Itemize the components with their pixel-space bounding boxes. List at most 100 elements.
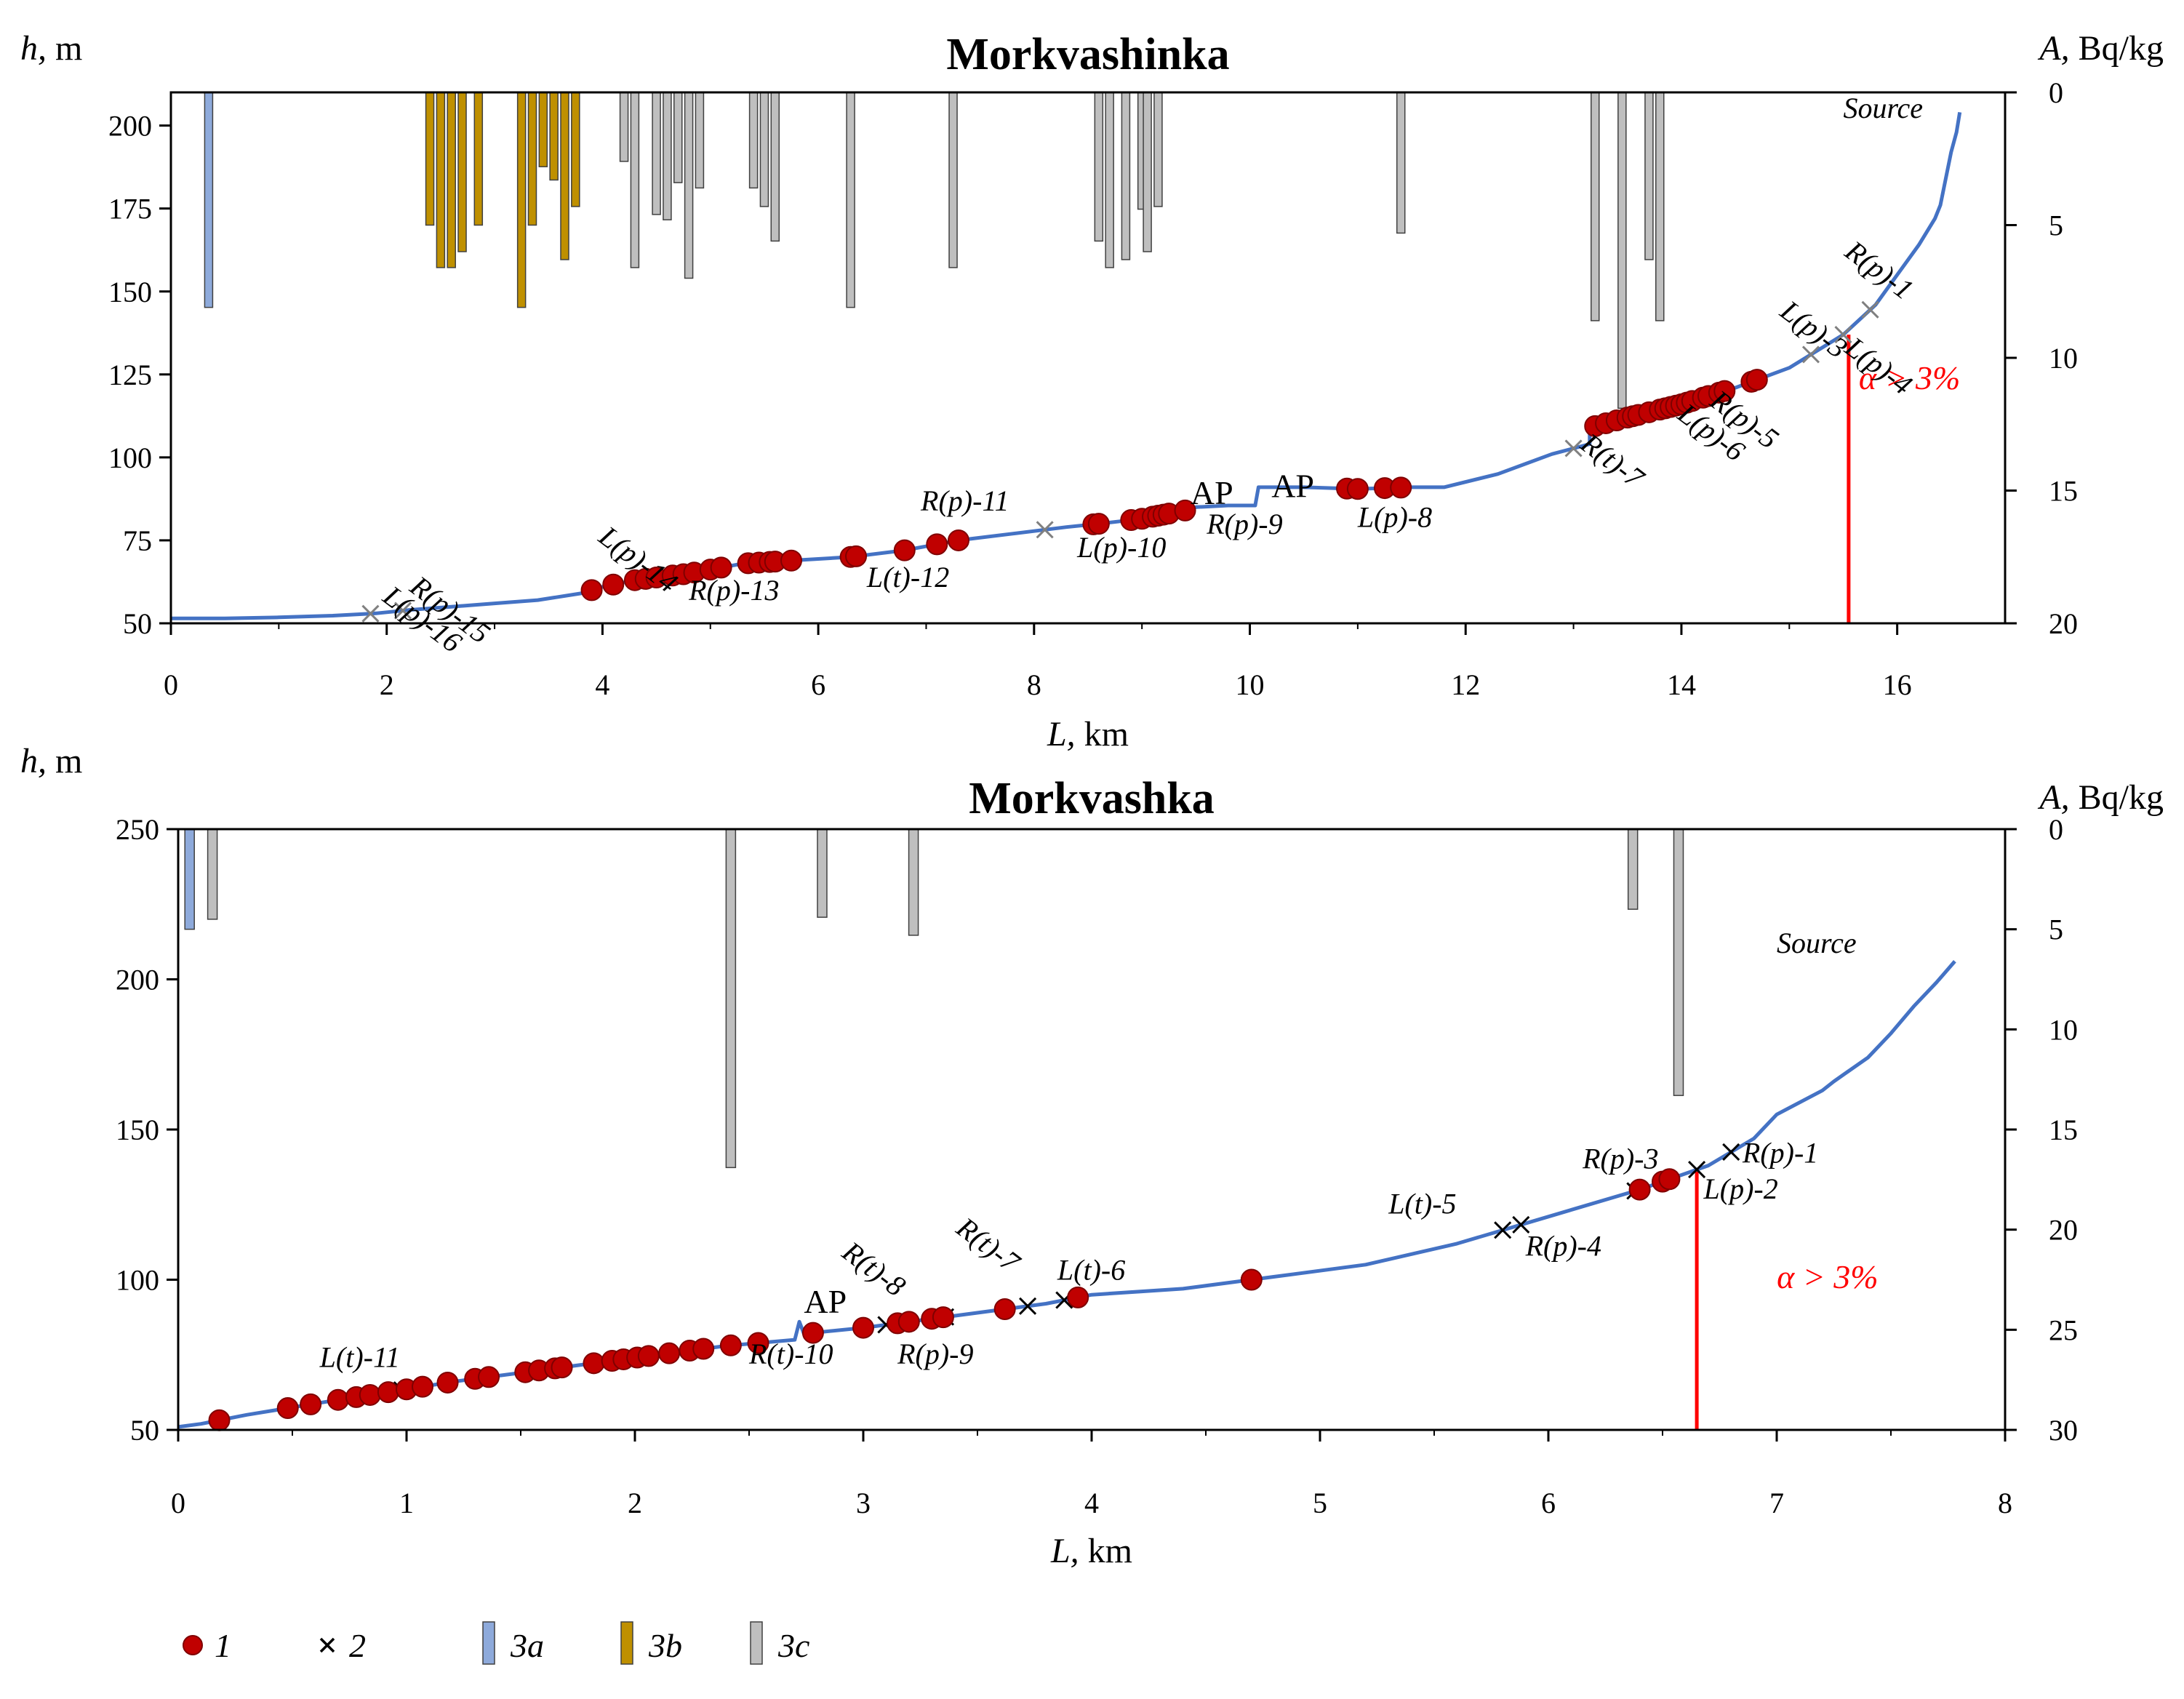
legend-item: 3a bbox=[482, 1621, 544, 1665]
y2-tick-label: 20 bbox=[2049, 1214, 2078, 1247]
chart-morkvashinka: α > 3%R(p)-15L(p)-16L(p)-14 R(p)-13 L(t)-1… bbox=[20, 29, 2164, 753]
y-tick-label: 100 bbox=[108, 441, 152, 474]
legend-label: 3b bbox=[648, 1627, 682, 1664]
x-tick-label: 3 bbox=[856, 1487, 871, 1519]
activity-bar-3c bbox=[948, 92, 958, 268]
legend-item: 3c bbox=[750, 1621, 809, 1665]
sample-point bbox=[411, 1375, 433, 1398]
activity-bar-3c bbox=[1143, 92, 1152, 252]
activity-bar-3b bbox=[571, 92, 580, 207]
sample-point bbox=[780, 549, 803, 572]
sample-point bbox=[893, 539, 916, 561]
y2-tick-label: 0 bbox=[2049, 76, 2063, 109]
x-tick-label: 8 bbox=[1998, 1487, 2012, 1519]
x-tick-label: 0 bbox=[164, 668, 178, 701]
activity-bar-3c bbox=[1396, 92, 1406, 234]
y-axis-label: h, m bbox=[20, 29, 82, 68]
plot-frame bbox=[177, 828, 2007, 1431]
sample-point bbox=[747, 1332, 769, 1354]
x-tick-label: 1 bbox=[399, 1487, 414, 1519]
x-tick-label: 5 bbox=[1313, 1487, 1327, 1519]
y-tick-label: 250 bbox=[116, 813, 159, 846]
site-label: R(p)-1 bbox=[1742, 1136, 1818, 1169]
y2-tick-label: 20 bbox=[2049, 607, 2078, 640]
sample-cross bbox=[361, 604, 380, 623]
activity-bar-3c bbox=[673, 92, 683, 183]
activity-bar-3b bbox=[447, 92, 456, 268]
site-label: R(t)-10 bbox=[748, 1338, 833, 1370]
activity-bar-3c bbox=[1644, 92, 1654, 260]
x-tick-label: 6 bbox=[1541, 1487, 1556, 1519]
sample-point bbox=[1658, 1168, 1681, 1191]
y2-tick-label: 15 bbox=[2049, 475, 2078, 508]
sample-point bbox=[359, 1383, 381, 1406]
chart-title: Morkvashka bbox=[969, 774, 1215, 823]
sample-point bbox=[551, 1356, 573, 1379]
legend-item: 1 bbox=[183, 1627, 231, 1664]
y-tick-label: 150 bbox=[108, 276, 152, 308]
ap-label: AP bbox=[804, 1283, 847, 1320]
site-label: R(p)-9 bbox=[1206, 508, 1282, 540]
activity-bar-3b bbox=[436, 92, 446, 268]
x-tick-label: 4 bbox=[595, 668, 609, 701]
site-label: R(p)-11 bbox=[920, 484, 1009, 517]
activity-bar-3b bbox=[473, 92, 484, 226]
y2-tick-label: 25 bbox=[2049, 1314, 2078, 1346]
activity-bar-3c bbox=[817, 828, 828, 918]
legend-label: 3a bbox=[510, 1627, 544, 1664]
sample-point bbox=[692, 1338, 715, 1360]
site-label: R(p)-3 bbox=[1582, 1143, 1658, 1175]
activity-bar-3c bbox=[652, 92, 661, 215]
activity-bar-3c bbox=[1617, 92, 1627, 409]
sample-point bbox=[602, 573, 625, 596]
site-label: R(t)-8 bbox=[836, 1234, 911, 1303]
site-label: R(t)-7 bbox=[950, 1210, 1027, 1279]
activity-bar-3c bbox=[1094, 92, 1104, 242]
y2-tick-label: 5 bbox=[2049, 914, 2063, 946]
site-label: R(p)-13 bbox=[688, 574, 779, 607]
sample-point bbox=[377, 1381, 399, 1404]
sample-point bbox=[208, 1409, 231, 1431]
site-label: L(t)-12 bbox=[866, 561, 949, 593]
activity-bar-3b bbox=[457, 92, 467, 252]
legend-cross-marker bbox=[319, 1637, 335, 1653]
source-label: Source bbox=[1843, 92, 1923, 124]
activity-bar-3a bbox=[204, 92, 214, 308]
legend-bar-swatch bbox=[750, 1621, 763, 1665]
sample-point bbox=[583, 1352, 605, 1375]
sample-cross bbox=[1834, 326, 1852, 344]
activity-bar-3b bbox=[425, 92, 435, 226]
sample-point bbox=[932, 1306, 954, 1329]
y-tick-label: 75 bbox=[123, 524, 152, 557]
legend-label: 1 bbox=[215, 1627, 231, 1664]
legend-circle-marker bbox=[183, 1635, 203, 1655]
x-tick-label: 14 bbox=[1667, 668, 1696, 701]
site-label: R(p)-1 bbox=[1839, 233, 1919, 305]
x-tick-label: 0 bbox=[171, 1487, 185, 1519]
sample-cross bbox=[1564, 439, 1583, 457]
sample-point bbox=[993, 1298, 1016, 1320]
legend: 1 2 3a 3b 3c bbox=[183, 1621, 809, 1665]
sample-cross bbox=[1494, 1221, 1512, 1239]
activity-bar-3c bbox=[846, 92, 855, 308]
activity-bar-3b bbox=[527, 92, 537, 226]
chart-morkvashka: α > 3% L(t)-11 R(t)-10 R(p)-9 R(t)-8 R(t)-7 L(… bbox=[20, 742, 2164, 1570]
site-label: L(p)-2 bbox=[1703, 1172, 1778, 1205]
sample-point bbox=[580, 579, 603, 601]
sample-point bbox=[1713, 380, 1736, 402]
sample-point bbox=[719, 1334, 742, 1356]
activity-bar-3c bbox=[695, 92, 705, 189]
y2-axis-label: A, Bq/kg bbox=[2037, 778, 2164, 817]
site-label: L(t)-6 bbox=[1057, 1254, 1125, 1287]
y-tick-label: 150 bbox=[116, 1114, 159, 1146]
legend-bar-swatch bbox=[482, 1621, 495, 1665]
y-tick-label: 175 bbox=[108, 193, 152, 225]
sample-point bbox=[1628, 1178, 1651, 1201]
activity-bar-3c bbox=[1627, 828, 1639, 910]
sample-point bbox=[436, 1371, 459, 1394]
slope-label: α > 3% bbox=[1777, 1258, 1879, 1295]
activity-bar-3b bbox=[538, 92, 548, 167]
activity-bar-3c bbox=[725, 828, 737, 1169]
sample-cross bbox=[1801, 345, 1820, 364]
